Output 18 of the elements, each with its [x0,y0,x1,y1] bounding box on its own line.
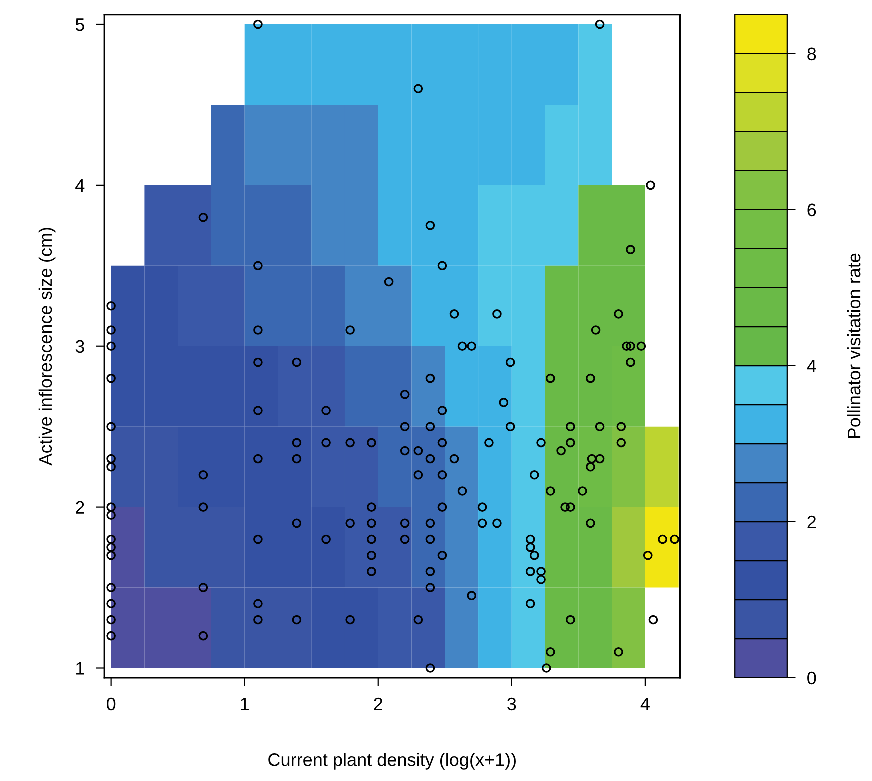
y-tick-label: 1 [76,662,84,675]
color-bar-label: 4 [807,360,816,372]
color-bar-label: 6 [808,204,816,217]
color-bar-label: 8 [808,48,816,61]
x-tick-label: 1 [241,698,249,710]
y-tick-label: 5 [76,18,84,32]
x-tick-label: 3 [508,698,516,711]
color-bar-label: 2 [808,516,816,528]
color-bar-label: 0 [808,672,816,685]
x-axis-title: Current plant density (log(x+1)) [268,753,516,770]
color-bar-title: Pollinator visitation rate [847,254,861,438]
y-tick-label: 4 [76,180,85,192]
x-tick-label: 0 [107,698,116,711]
y-tick-label: 3 [76,340,84,354]
x-tick-label: 4 [640,698,650,710]
y-axis-title: Active inflorescence size (cm) [38,228,56,466]
y-tick-label: 2 [76,501,84,514]
x-tick-label: 2 [374,698,382,710]
